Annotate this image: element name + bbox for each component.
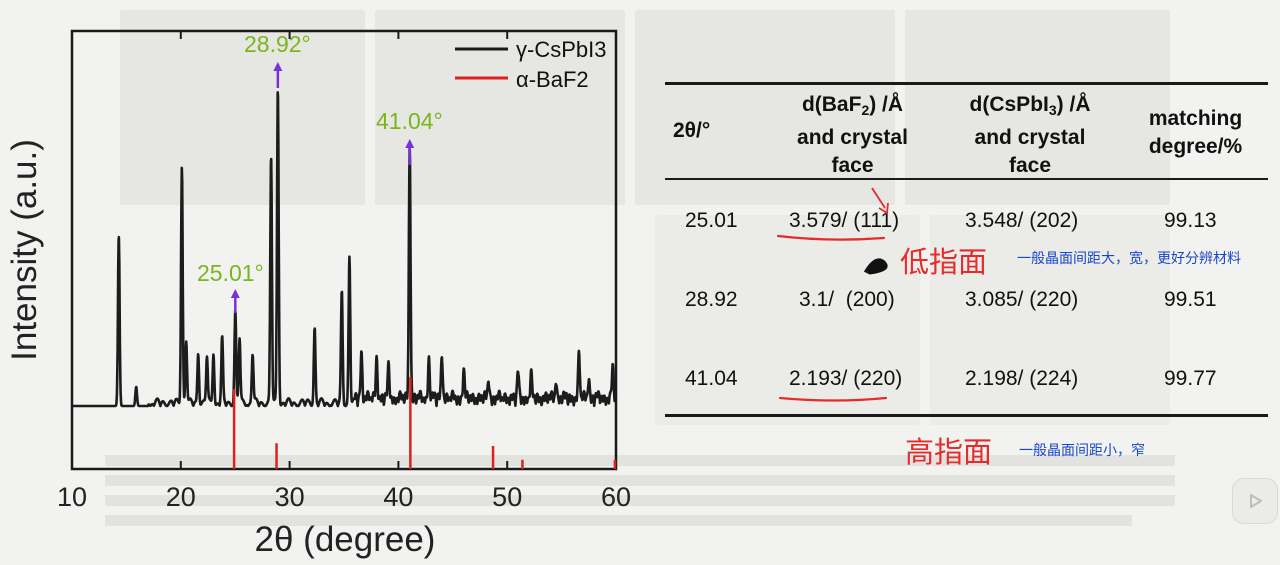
header-d-baf2-sub: 2 — [861, 102, 870, 118]
peak-arrow-head — [273, 62, 283, 71]
peak-label: 25.01° — [197, 260, 264, 286]
header-d-cspbi3-c: and crystal — [974, 126, 1086, 149]
peak-label: 28.92° — [244, 31, 311, 57]
row1-theta: 25.01 — [685, 209, 738, 232]
header-d-baf2: d(BaF2) /Å and crystal face — [770, 91, 935, 180]
peak-arrow-head — [230, 289, 240, 298]
peak-arrow-head — [405, 139, 415, 148]
header-d-cspbi3: d(CsPbI3) /Å and crystal face — [945, 91, 1115, 180]
low-index-comment: 一般晶面间距大，宽，更好分辨材料 — [1017, 250, 1241, 266]
row3-theta: 41.04 — [685, 367, 738, 390]
series-sticks-baf2 — [232, 377, 617, 469]
header-matching-b: degree/% — [1148, 135, 1243, 158]
x-tick-label: 20 — [166, 482, 196, 512]
tick-marks — [71, 31, 617, 469]
row1-baf2: 3.579/ (111) — [789, 209, 900, 232]
plot-frame — [70, 29, 618, 471]
high-index-comment: 一般晶面间距小，窄 — [1019, 442, 1145, 458]
play-button[interactable] — [1232, 478, 1278, 524]
header-two-theta: 2θ/° — [673, 119, 711, 142]
header-d-cspbi3-a: d(CsPbI — [969, 93, 1049, 116]
row3-match: 99.77 — [1164, 367, 1217, 390]
table-header-rule — [665, 178, 1268, 180]
header-d-cspbi3-d: face — [1008, 154, 1052, 177]
series-line-cspbi3 — [71, 91, 618, 408]
peak-label: 41.04° — [376, 108, 443, 134]
x-tick-label: 40 — [383, 482, 413, 512]
x-tick-label: 10 — [57, 482, 87, 512]
xrd-chart: 10 20 30 40 50 60 28.92° 41.04° 25.01° γ-CsPbI3… — [5, 29, 631, 559]
y-axis-label: Intensity (a.u.) — [5, 139, 44, 361]
row2-match: 99.51 — [1164, 288, 1217, 311]
row3-baf2: 2.193/ (220) — [789, 367, 903, 390]
legend: γ-CsPbI3 α-BaF2 — [455, 37, 606, 92]
table-bottom-rule — [665, 414, 1268, 417]
x-tick-label: 30 — [275, 482, 305, 512]
header-matching-degree: matching degree/% — [1133, 105, 1258, 161]
x-tick-label: 50 — [492, 482, 522, 512]
row1-match: 99.13 — [1164, 209, 1217, 232]
header-d-baf2-c: and crystal — [797, 126, 908, 149]
high-index-note: 高指面 — [905, 437, 993, 469]
low-index-note: 低指面 — [900, 247, 988, 279]
row1-cspbi3: 3.548/ (202) — [965, 209, 1079, 232]
row2-theta: 28.92 — [685, 288, 738, 311]
table-top-rule — [665, 82, 1268, 85]
header-d-cspbi3-b: ) /Å — [1056, 93, 1091, 116]
x-tick-labels: 10 20 30 40 50 60 — [57, 482, 631, 512]
row2-baf2: 3.1/ (200) — [799, 288, 895, 311]
header-d-baf2-b: ) /Å — [869, 93, 904, 116]
peak-annotations: 28.92° 41.04° 25.01° — [197, 31, 443, 313]
legend-label-baf2: α-BaF2 — [516, 67, 589, 92]
header-d-cspbi3-sub: 3 — [1048, 102, 1057, 118]
row3-cspbi3: 2.198/ (224) — [965, 367, 1079, 390]
header-matching-a: matching — [1148, 107, 1243, 130]
legend-label-cspbi3: γ-CsPbI3 — [516, 37, 606, 62]
x-tick-label: 60 — [601, 482, 631, 512]
header-d-baf2-d: face — [831, 154, 874, 177]
play-icon — [1250, 494, 1262, 508]
x-axis-label: 2θ (degree) — [255, 520, 436, 559]
background-caption — [105, 450, 1175, 535]
header-d-baf2-a: d(BaF — [801, 93, 862, 116]
row2-cspbi3: 3.085/ (220) — [965, 288, 1079, 311]
